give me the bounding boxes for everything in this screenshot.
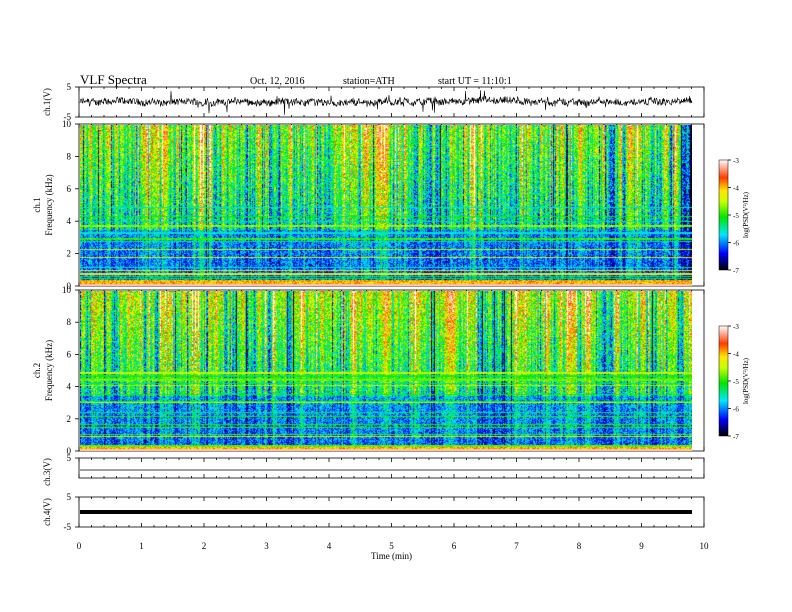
ch1-ytick-minus5: -5 — [64, 112, 72, 122]
ch1-spectrogram-ytick-10: 10 — [62, 119, 72, 129]
figure-title: VLF Spectra — [80, 72, 147, 87]
ch1-spectrogram-ytick-0: 0 — [67, 281, 72, 291]
ch1-colorbar-tick-label: -5 — [733, 212, 739, 220]
ch1-colorbar-tick-label: -4 — [733, 185, 739, 193]
ch1-colorbar — [718, 159, 729, 271]
ch1-ytick-5: 5 — [67, 82, 72, 92]
ch4-ytick-5: 5 — [67, 492, 72, 502]
ch4-ytick-minus5: -5 — [64, 522, 72, 532]
ch1-colorbar-tick-label: -6 — [733, 240, 739, 248]
ch2-colorbar-tick-label: -7 — [733, 433, 739, 441]
x-tick-label: 7 — [514, 541, 519, 551]
ch2-spectrogram-ylabel-channel: ch.2 — [32, 363, 42, 378]
x-tick-label: 9 — [639, 541, 644, 551]
ch1-spectrogram-ytick-4: 4 — [67, 216, 72, 226]
ch1-colorbar-tick-label: -7 — [733, 267, 739, 275]
x-tick-label: 4 — [327, 541, 332, 551]
date-label: Oct. 12, 2016 — [250, 76, 304, 87]
ch2-colorbar-tick-label: -6 — [733, 406, 739, 414]
ch3-waveform-panel: 5 ch.3(V) — [42, 453, 705, 486]
ch3-ylabel: ch.3(V) — [42, 458, 52, 486]
ch1-colorbar-label: log(PSD(V²/Hz) — [742, 191, 750, 238]
start-time-label: start UT = 11:10:1 — [438, 76, 512, 87]
ch2-spectrogram-ytick-6: 6 — [67, 349, 72, 359]
ch3-ytick-5: 5 — [67, 453, 72, 463]
ch4-waveform-panel: 5 -5 ch.4(V) — [42, 492, 705, 532]
x-axis-label: Time (min) — [371, 551, 412, 561]
x-tick-label: 10 — [700, 541, 710, 551]
x-tick-label: 2 — [202, 541, 207, 551]
ch4-ylabel: ch.4(V) — [42, 498, 52, 526]
ch2-spectrogram-image — [80, 291, 692, 451]
ch1-colorbar-tick-label: -3 — [733, 157, 739, 165]
ch2-spectrogram-ytick-4: 4 — [67, 382, 72, 392]
ch1-spectrogram-ylabel-channel: ch.1 — [32, 197, 42, 212]
ch2-colorbar-tick-label: -4 — [733, 351, 739, 359]
ch2-colorbar-tick-label: -5 — [733, 378, 739, 386]
ch2-spectrogram-ylabel-freq: Frequency (kHz) — [44, 340, 54, 401]
x-tick-label: 5 — [389, 541, 394, 551]
ch1-ylabel: ch.1(V) — [42, 88, 52, 116]
ch2-spectrogram-ytick-10: 10 — [62, 285, 72, 295]
ch1-spectrogram-panel: 0 2 4 6 8 10 ch.1 Frequency (kHz) — [32, 119, 705, 291]
x-tick-label: 6 — [452, 541, 457, 551]
ch1-spectrogram-ytick-2: 2 — [67, 249, 72, 259]
ch2-colorbar-label: log(PSD(V²/Hz) — [742, 357, 750, 404]
x-tick-label: 8 — [577, 541, 582, 551]
ch1-spectrogram-image — [80, 125, 692, 286]
ch1-spectrogram-canvas — [80, 125, 692, 286]
ch2-colorbar — [718, 325, 729, 437]
ch2-spectrogram-ytick-8: 8 — [67, 317, 72, 327]
ch1-spectrogram-ytick-8: 8 — [67, 151, 72, 161]
time-axis: 0 1 2 3 4 5 6 7 8 9 10 Time (min) — [77, 541, 709, 561]
station-label: station=ATH — [343, 76, 395, 87]
ch1-spectrogram-ytick-6: 6 — [67, 184, 72, 194]
ch1-waveform-line — [79, 90, 693, 115]
ch2-colorbar-tick-label: -3 — [733, 323, 739, 331]
ch2-spectrogram-ytick-0: 0 — [67, 446, 72, 456]
x-tick-label: 3 — [264, 541, 269, 551]
colorbars: -3 -4 -5 -6 -7 log(PSD(V²/Hz) -3 -4 -5 -6 -7 log(PS… — [718, 157, 750, 441]
ch1-waveform-panel: 5 -5 ch.1(V) — [42, 82, 705, 122]
ch1-spectrogram-ylabel-freq: Frequency (kHz) — [44, 174, 54, 235]
ch2-spectrogram-ytick-2: 2 — [67, 414, 72, 424]
ch2-spectrogram-canvas — [80, 291, 692, 451]
x-tick-label: 1 — [139, 541, 144, 551]
x-tick-label: 0 — [77, 541, 82, 551]
ch2-spectrogram-panel: 0 2 4 6 8 10 ch.2 Frequency (kHz) — [32, 285, 705, 456]
